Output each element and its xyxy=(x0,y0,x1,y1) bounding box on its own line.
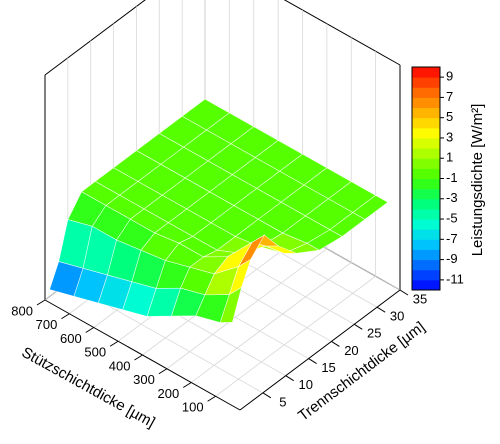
y-tick xyxy=(61,313,70,320)
surface xyxy=(49,98,389,323)
x-tick xyxy=(399,289,409,296)
x-tick-label: 5 xyxy=(279,394,286,409)
y-tick xyxy=(109,340,119,347)
colorbar-tick-label: 9 xyxy=(446,69,453,84)
colorbar-band xyxy=(412,137,440,149)
colorbar-band xyxy=(412,269,440,281)
x-tick xyxy=(331,341,340,347)
x-tick-label: 35 xyxy=(413,291,427,306)
y-tick xyxy=(207,395,216,402)
grid-line xyxy=(215,275,376,397)
colorbar-band xyxy=(412,239,440,250)
colorbar-tick-label: -11 xyxy=(446,271,464,286)
x-tick xyxy=(308,358,317,364)
y-tick-label: 100 xyxy=(182,400,204,415)
x-tick xyxy=(262,392,272,399)
colorbar-tick-label: -9 xyxy=(446,251,458,266)
y-tick-label: 700 xyxy=(36,317,58,332)
colorbar-band xyxy=(412,67,440,78)
colorbar-tick-label: -5 xyxy=(446,210,458,225)
x-tick-label: 10 xyxy=(298,377,312,392)
y-tick xyxy=(182,382,192,388)
surface-patch xyxy=(219,286,243,323)
colorbar-tick-label: 3 xyxy=(446,129,453,144)
x-tick-label: 30 xyxy=(390,309,404,324)
colorbar-band xyxy=(412,188,440,200)
colorbar-band xyxy=(412,127,440,139)
colorbar-tick-label: -7 xyxy=(446,231,458,246)
colorbar-band xyxy=(412,168,440,179)
x-tick-label: 25 xyxy=(367,326,381,341)
colorbar-band xyxy=(412,107,440,119)
grid-line xyxy=(166,248,328,370)
x-tick-label: 20 xyxy=(344,343,358,358)
y-tick-label: 600 xyxy=(60,331,82,346)
colorbar-tick-label: -1 xyxy=(446,170,458,185)
colorbar-band xyxy=(412,87,440,98)
y-tick-label: 400 xyxy=(109,358,131,373)
colorbar-band xyxy=(412,178,440,190)
x-tick xyxy=(285,375,294,382)
y-tick-label: 500 xyxy=(84,345,106,360)
colorbar-tick-label: 7 xyxy=(446,89,453,104)
x-axis xyxy=(239,289,401,411)
colorbar-band xyxy=(412,279,440,291)
colorbar-tick-label: -3 xyxy=(446,190,458,205)
x-tick xyxy=(354,323,363,330)
colorbar-band xyxy=(412,249,440,261)
y-tick-label: 200 xyxy=(158,386,180,401)
x-axis-label: Trennschichtdicke [µm] xyxy=(295,318,428,424)
box-edge xyxy=(44,0,146,76)
colorbar-band xyxy=(412,117,440,129)
colorbar-tick-label: 5 xyxy=(446,109,453,124)
y-tick-label: 800 xyxy=(11,303,33,318)
colorbar-band xyxy=(412,158,440,169)
x-tick-label: 15 xyxy=(321,360,335,375)
grid-line xyxy=(191,262,352,383)
colorbar-band xyxy=(412,259,440,271)
colorbar-band xyxy=(412,148,440,159)
y-tick-label: 300 xyxy=(133,372,155,387)
x-tick xyxy=(376,306,386,313)
colorbar-band xyxy=(412,198,440,210)
y-tick xyxy=(85,327,95,333)
colorbar-tick-label: 1 xyxy=(446,150,453,165)
colorbar-band xyxy=(412,77,440,88)
colorbar-band xyxy=(412,229,440,240)
colorbar-band xyxy=(412,97,440,109)
colorbar-band xyxy=(412,219,440,230)
colorbar-band xyxy=(412,208,440,220)
colorbar-label: Leistungsdichte [W/m²] xyxy=(469,104,486,257)
y-tick xyxy=(134,354,143,361)
y-tick xyxy=(158,368,168,375)
y-tick xyxy=(36,299,46,306)
